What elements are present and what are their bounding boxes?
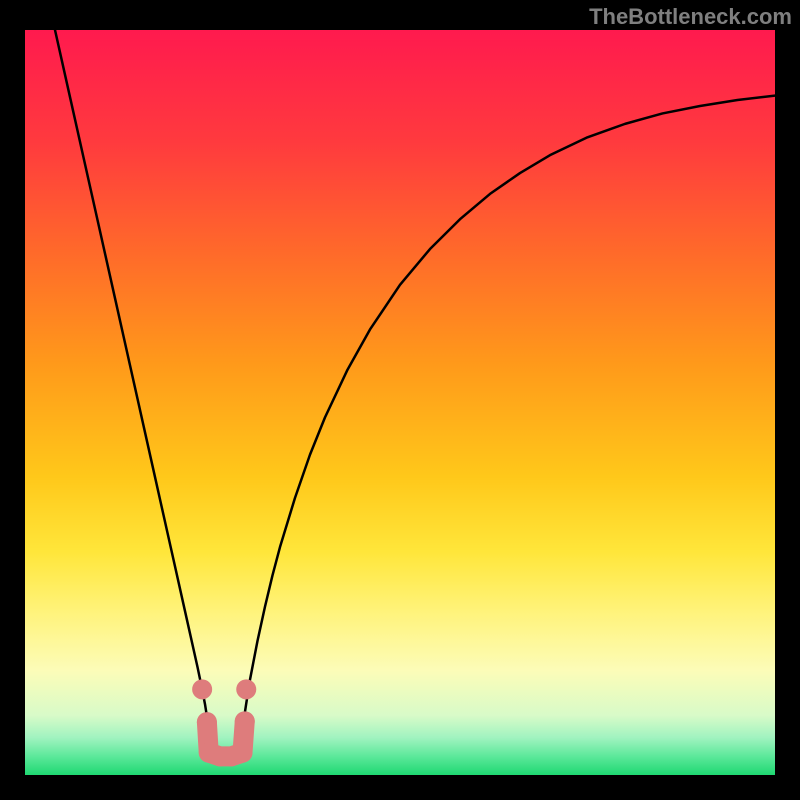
plot-area	[25, 30, 775, 775]
chart-stage: TheBottleneck.com	[0, 0, 800, 800]
chart-svg	[25, 30, 775, 775]
watermark-label: TheBottleneck.com	[589, 4, 792, 30]
